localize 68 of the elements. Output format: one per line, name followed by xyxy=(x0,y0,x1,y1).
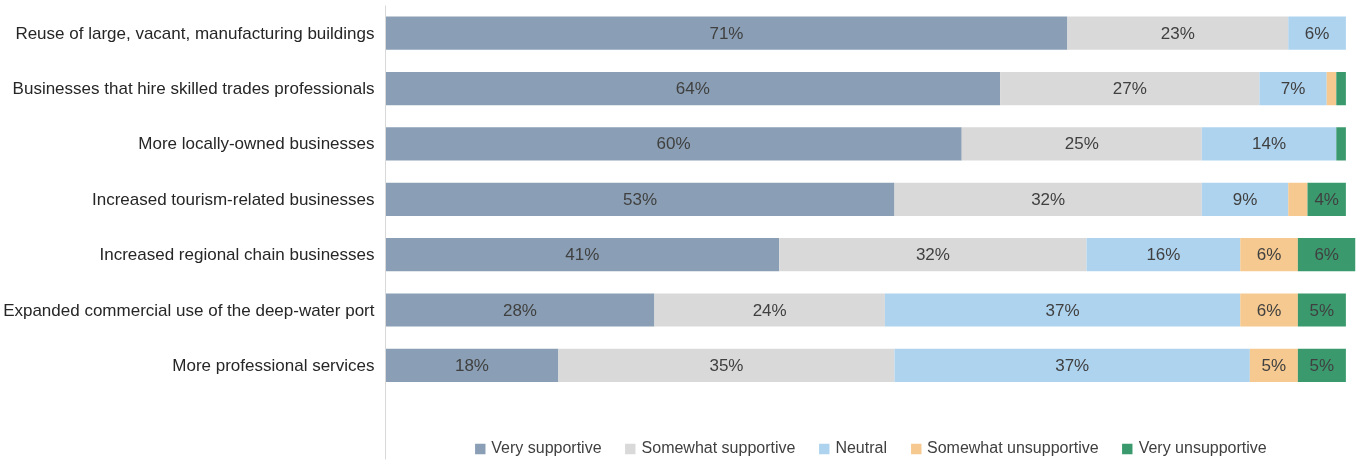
data-label: 7% xyxy=(1280,79,1306,99)
bar xyxy=(894,348,1250,382)
y-tick-label: More locally-owned businesses xyxy=(138,134,375,154)
bar xyxy=(1201,182,1289,216)
data-label: 9% xyxy=(1232,189,1258,209)
bar xyxy=(1326,71,1337,106)
data-label: 60% xyxy=(656,134,691,154)
bar xyxy=(385,293,655,327)
data-label: 6% xyxy=(1314,245,1339,265)
data-label: 35% xyxy=(709,355,744,375)
bar xyxy=(779,238,1087,272)
bar xyxy=(1201,127,1337,161)
legend-label: Very supportive xyxy=(491,439,602,457)
bar xyxy=(1240,293,1298,327)
y-tick-label: More professional services xyxy=(172,355,375,375)
bar xyxy=(1086,238,1241,272)
bar xyxy=(385,238,780,272)
bar xyxy=(558,348,895,382)
bar xyxy=(1240,238,1298,272)
data-label: 24% xyxy=(752,300,787,320)
data-label: 14% xyxy=(1252,134,1287,154)
bar xyxy=(385,348,559,382)
bar xyxy=(961,127,1202,161)
data-label: 18% xyxy=(454,355,489,375)
bar xyxy=(894,182,1202,216)
bar xyxy=(1000,71,1260,106)
bar xyxy=(385,16,1068,50)
data-label: 41% xyxy=(565,245,600,265)
data-label: 28% xyxy=(502,300,537,320)
bar xyxy=(385,127,962,161)
legend-label: Somewhat unsupportive xyxy=(926,439,1099,457)
data-label: 16% xyxy=(1146,245,1181,265)
data-label: 5% xyxy=(1309,355,1335,375)
y-tick-label: Increased regional chain businesses xyxy=(99,245,375,265)
data-label: 27% xyxy=(1112,79,1147,99)
legend-label: Somewhat supportive xyxy=(641,439,796,457)
legend-label: Very unsupportive xyxy=(1138,439,1267,457)
data-label: 6% xyxy=(1256,245,1282,265)
y-tick-label: Expanded commercial use of the deep-water port xyxy=(3,300,375,320)
bar xyxy=(1288,16,1346,50)
data-label: 32% xyxy=(915,245,950,265)
bar xyxy=(654,293,885,327)
data-label: 37% xyxy=(1045,300,1080,320)
data-label: 71% xyxy=(709,23,744,43)
bar xyxy=(1336,71,1346,106)
bar xyxy=(1297,293,1346,327)
bar xyxy=(385,71,1001,106)
bar xyxy=(1288,182,1308,216)
legend-label: Neutral xyxy=(835,439,887,457)
y-tick-label: Reuse of large, vacant, manufacturing buildings xyxy=(15,23,375,43)
bar xyxy=(1336,127,1346,161)
bar xyxy=(1067,16,1289,50)
data-label: 5% xyxy=(1261,355,1287,375)
data-label: 23% xyxy=(1160,23,1195,43)
bar xyxy=(884,293,1241,327)
data-label: 6% xyxy=(1304,23,1330,43)
data-label: 32% xyxy=(1031,189,1066,209)
data-label: 6% xyxy=(1256,300,1282,320)
data-label: 37% xyxy=(1055,355,1090,375)
y-tick-label: Businesses that hire skilled trades professionals xyxy=(12,79,375,99)
data-label: 53% xyxy=(622,189,658,209)
data-label: 4% xyxy=(1314,189,1339,209)
data-label: 5% xyxy=(1309,300,1335,320)
bar xyxy=(1259,71,1327,106)
data-label: 25% xyxy=(1064,134,1099,154)
data-label: 64% xyxy=(675,79,710,99)
bar xyxy=(385,182,895,216)
y-tick-label: Increased tourism-related businesses xyxy=(91,189,375,209)
